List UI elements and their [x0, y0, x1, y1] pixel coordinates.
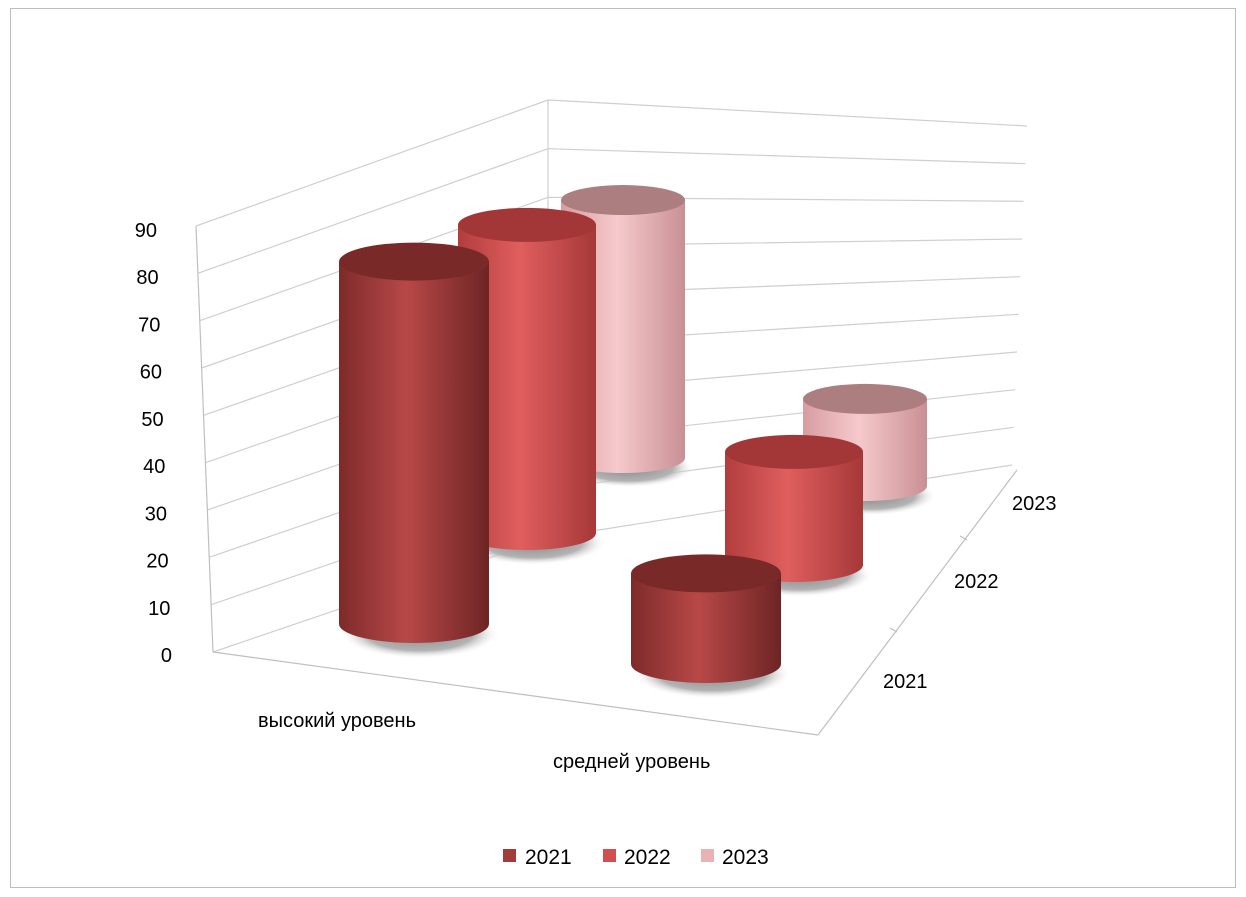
- floor-front-edge: [212, 651, 819, 736]
- depth-axis: [817, 469, 1018, 736]
- legend-swatch-2021: [503, 849, 516, 862]
- left-wall-edge: [195, 225, 214, 653]
- y-tick-label: 70: [138, 314, 160, 336]
- legend-label-2023: 2023: [722, 846, 769, 869]
- legend: 2021 2022 2023: [503, 846, 769, 869]
- y-tick-label: 50: [141, 409, 163, 431]
- bar-2021: [339, 261, 489, 643]
- y-tick-label: 10: [148, 598, 170, 620]
- depth-tick: [959, 535, 968, 541]
- depth-axis-label: 2023: [1012, 493, 1057, 515]
- y-tick-label: 90: [135, 220, 157, 242]
- bar-top-cap: [725, 434, 863, 469]
- bar-top-cap: [803, 383, 927, 414]
- bar-top-cap: [631, 554, 781, 593]
- bar-2022: [725, 451, 863, 582]
- legend-label-2021: 2021: [525, 846, 572, 869]
- depth-axis-label: 2022: [954, 571, 999, 593]
- y-tick-label: 60: [140, 362, 162, 384]
- legend-label-2022: 2022: [624, 846, 671, 869]
- bar-top-cap: [561, 185, 685, 216]
- bar-top-cap: [458, 207, 596, 242]
- y-tick-label: 20: [146, 551, 168, 573]
- category-label: высокий уровень: [258, 710, 416, 732]
- bar-2021: [631, 573, 781, 683]
- depth-axis-label: 2021: [883, 671, 928, 693]
- y-tick-label: 0: [161, 645, 172, 667]
- bar-2022: [458, 224, 596, 550]
- bar-top-cap: [339, 242, 489, 281]
- y-tick-label: 40: [143, 456, 165, 478]
- y-tick-label: 30: [145, 503, 167, 525]
- legend-swatch-2022: [603, 849, 616, 862]
- legend-swatch-2023: [701, 849, 714, 862]
- category-label: средней уровень: [553, 751, 710, 773]
- depth-tick: [889, 627, 898, 633]
- y-tick-label: 80: [136, 267, 158, 289]
